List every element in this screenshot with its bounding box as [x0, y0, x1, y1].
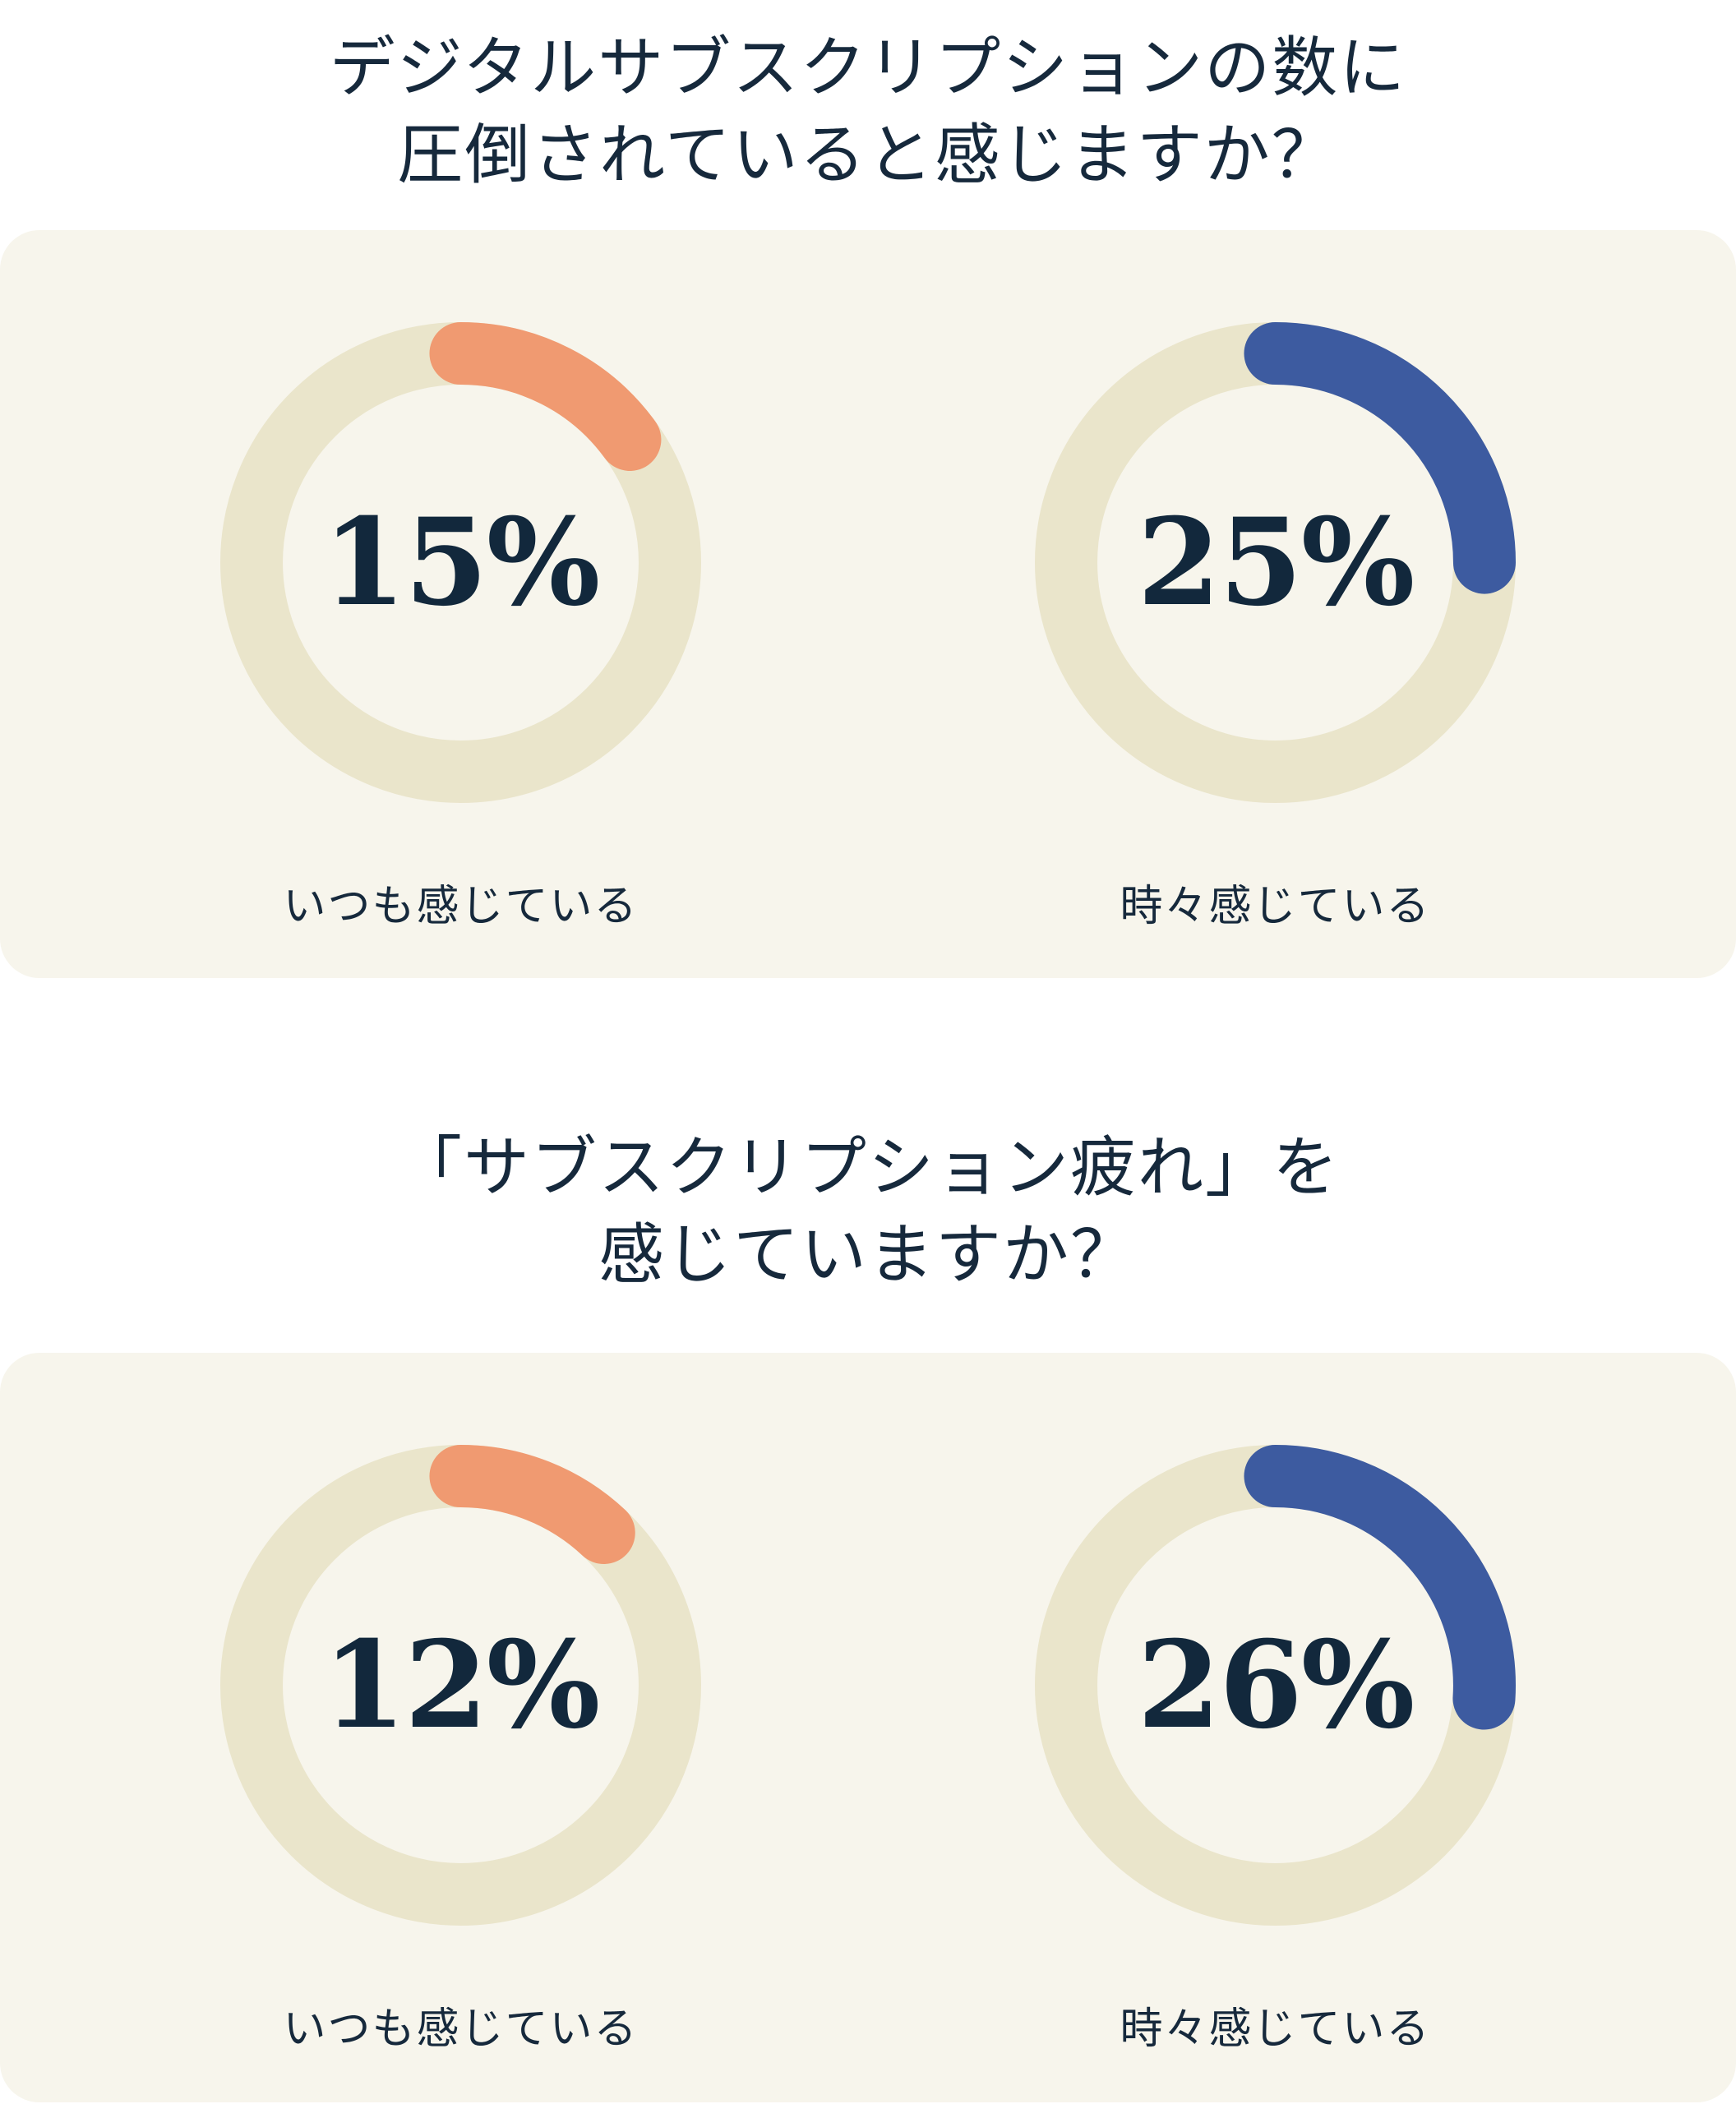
donut-value-arc: [1035, 1445, 1516, 1926]
donut-value-arc: [1035, 322, 1516, 803]
donut-value-arc: [220, 322, 701, 803]
section-1-title-line-1: デジタルサブスクリプションの数に: [329, 31, 1407, 104]
chart-always-overwhelmed: 15% いつも感じている: [220, 322, 701, 978]
chart-sometimes-overwhelmed: 25% 時々感じている: [1035, 322, 1516, 978]
chart-label: 時々感じている: [1120, 883, 1431, 930]
section-1-title: デジタルサブスクリプションの数に 圧倒されていると感じますか？: [0, 0, 1736, 199]
chart-always-fatigued: 12% いつも感じている: [220, 1445, 701, 2102]
section-2-title-line-1: 「サブスクリプション疲れ」を: [396, 1131, 1340, 1204]
section-2-card: 12% いつも感じている 26% 時々感じている: [0, 1353, 1736, 2102]
donut-svg: [220, 322, 701, 803]
percent-value: 25%: [1137, 492, 1415, 633]
donut-svg: [1035, 1445, 1516, 1926]
percent-value: 12%: [322, 1615, 601, 1756]
chart-sometimes-fatigued: 26% 時々感じている: [1035, 1445, 1516, 2102]
section-1-card: 15% いつも感じている 25% 時々感じている: [0, 230, 1736, 978]
donut-chart: 26%: [1035, 1445, 1516, 1926]
percent-value: 26%: [1137, 1615, 1415, 1756]
section-2-title: 「サブスクリプション疲れ」を 感じていますか？: [0, 1124, 1736, 1299]
chart-label: いつも感じている: [283, 883, 639, 930]
section-1-title-line-2: 圧倒されていると感じますか？: [397, 118, 1339, 191]
chart-label: いつも感じている: [283, 2005, 639, 2053]
percent-value: 15%: [322, 492, 601, 633]
donut-value-arc: [220, 1445, 701, 1926]
donut-chart: 12%: [220, 1445, 701, 1926]
donut-chart: 25%: [1035, 322, 1516, 803]
chart-label: 時々感じている: [1120, 2005, 1431, 2053]
donut-svg: [1035, 322, 1516, 803]
section-2-title-line-2: 感じていますか？: [598, 1218, 1138, 1291]
donut-chart: 15%: [220, 322, 701, 803]
donut-svg: [220, 1445, 701, 1926]
